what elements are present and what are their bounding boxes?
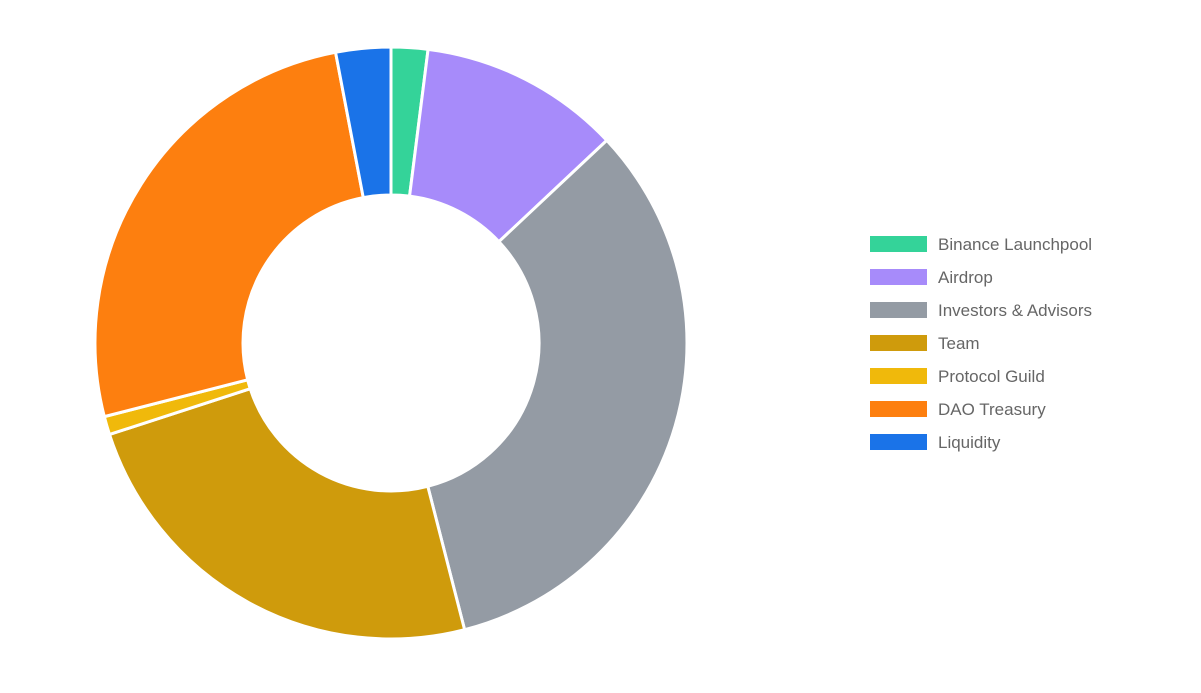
slice-investors-and-advisors[interactable]	[426, 138, 689, 632]
legend-label: Protocol Guild	[938, 367, 1045, 386]
legend-item-airdrop[interactable]: Airdrop	[870, 268, 993, 287]
legend-label: Liquidity	[938, 433, 1001, 452]
slice-team[interactable]	[107, 387, 467, 641]
chart-legend: Binance Launchpool Airdrop Investors & Adv…	[870, 235, 1092, 452]
legend-label: Team	[938, 334, 980, 353]
chart-slices	[93, 45, 689, 641]
legend-swatch	[870, 302, 927, 318]
legend-swatch	[870, 368, 927, 384]
legend-item-team[interactable]: Team	[870, 334, 980, 353]
legend-item-liquidity[interactable]: Liquidity	[870, 433, 1001, 452]
legend-item-binance-launchpool[interactable]: Binance Launchpool	[870, 235, 1092, 254]
slice-liquidity[interactable]	[334, 45, 393, 200]
legend-item-protocol-guild[interactable]: Protocol Guild	[870, 367, 1045, 386]
legend-swatch	[870, 401, 927, 417]
legend-label: Airdrop	[938, 268, 993, 287]
legend-label: Investors & Advisors	[938, 301, 1092, 320]
legend-swatch	[870, 434, 927, 450]
legend-swatch	[870, 236, 927, 252]
legend-item-dao-treasury[interactable]: DAO Treasury	[870, 400, 1046, 419]
legend-label: DAO Treasury	[938, 400, 1046, 419]
legend-label: Binance Launchpool	[938, 235, 1092, 254]
legend-item-investors-and-advisors[interactable]: Investors & Advisors	[870, 301, 1092, 320]
legend-swatch	[870, 269, 927, 285]
legend-swatch	[870, 335, 927, 351]
slice-dao-treasury[interactable]	[93, 50, 365, 419]
